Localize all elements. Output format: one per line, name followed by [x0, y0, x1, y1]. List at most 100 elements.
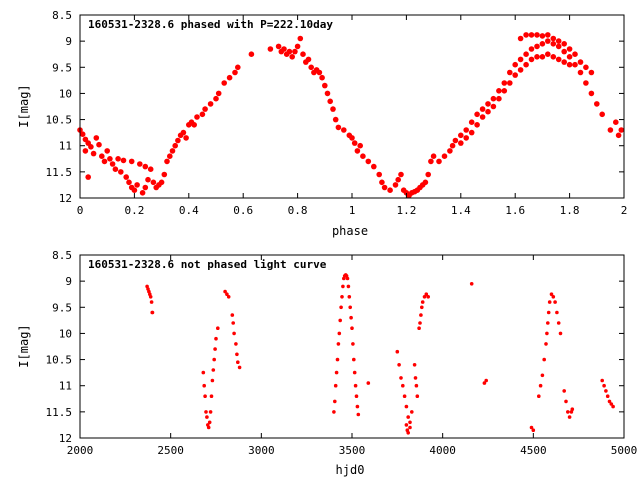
- unphased-data-point: [339, 305, 343, 310]
- unphased-data-point: [609, 402, 614, 406]
- phased-data-point: [351, 140, 358, 146]
- unphased-data-point: [415, 394, 420, 399]
- phased-data-point: [458, 132, 464, 139]
- phased-data-point: [449, 142, 456, 149]
- phased-data-point: [354, 148, 361, 154]
- phased-data-point: [539, 54, 546, 60]
- unphased-x-tick-label: 3000: [248, 444, 275, 457]
- phased-data-point: [539, 33, 546, 39]
- phased-data-point: [618, 127, 625, 133]
- phased-data-point: [501, 80, 508, 86]
- unphased-data-point: [202, 383, 206, 388]
- phased-data-point: [180, 129, 187, 136]
- phased-data-point: [561, 48, 567, 55]
- unphased-data-point: [340, 295, 344, 299]
- phased-data-point: [545, 38, 551, 44]
- phased-data-point: [235, 64, 241, 71]
- phased-y-tick-label: 9.5: [52, 61, 72, 74]
- phased-points: [77, 32, 625, 199]
- unphased-data-point: [417, 326, 421, 331]
- phased-data-point: [297, 35, 304, 42]
- phased-data-point: [496, 88, 502, 94]
- phased-data-point: [387, 187, 393, 193]
- phased-data-point: [357, 142, 364, 149]
- phased-x-tick-label: 2: [621, 204, 628, 217]
- phased-data-point: [85, 174, 91, 180]
- unphased-data-point: [412, 363, 417, 367]
- unphased-data-point: [544, 342, 548, 346]
- unphased-data-point: [354, 394, 359, 399]
- phased-data-point: [398, 171, 404, 178]
- phased-data-point: [289, 54, 296, 60]
- phased-data-point: [213, 95, 219, 102]
- phased-data-point: [109, 161, 116, 167]
- phased-y-tick-label: 9: [65, 35, 72, 48]
- phased-data-point: [613, 119, 619, 125]
- unphased-data-point: [418, 321, 422, 325]
- phased-x-tick-label: 0: [77, 204, 84, 217]
- phased-data-point: [545, 51, 551, 57]
- unphased-data-point: [206, 425, 211, 430]
- phased-data-point: [202, 106, 208, 112]
- unphased-data-point: [570, 407, 575, 412]
- unphased-data-point: [338, 318, 343, 323]
- phased-data-point: [485, 101, 491, 107]
- unphased-data-point: [348, 305, 353, 310]
- phased-data-point: [308, 64, 315, 71]
- unphased-data-point: [356, 412, 361, 417]
- phased-data-point: [534, 54, 540, 60]
- unphased-y-tick-label: 9.5: [52, 301, 72, 314]
- unphased-data-point: [232, 331, 236, 336]
- phased-data-point: [120, 157, 127, 164]
- phased-data-point: [496, 95, 502, 102]
- phased-data-point: [550, 35, 557, 42]
- phased-plot: 0 0.2 0.4 0.6 0.8 1 1.2 1.4 1.6 1.8 2 8.5 9 9.5 10 10.…: [17, 9, 627, 238]
- unphased-data-point: [602, 383, 606, 388]
- unphased-data-point: [332, 410, 336, 414]
- phased-data-point: [463, 127, 470, 133]
- phased-data-point: [534, 32, 540, 38]
- unphased-data-point: [350, 326, 354, 331]
- unphased-data-point: [352, 370, 357, 375]
- unphased-data-point: [341, 284, 345, 289]
- phased-data-point: [349, 135, 355, 141]
- phased-data-point: [137, 161, 143, 167]
- phased-data-point: [101, 158, 108, 165]
- phased-data-point: [490, 95, 497, 102]
- phased-data-point: [555, 38, 562, 44]
- phased-data-point: [142, 163, 149, 170]
- phased-data-point: [430, 153, 437, 159]
- phased-data-point: [226, 74, 233, 81]
- phased-data-point: [479, 106, 486, 112]
- phased-data-point: [545, 32, 551, 38]
- phased-data-point: [566, 61, 573, 68]
- phased-y-ticks: 8.5 9 9.5 10 10.5 11 11.5 12: [46, 9, 624, 205]
- phased-x-tick-label: 0.8: [288, 204, 308, 217]
- phased-data-point: [232, 69, 238, 76]
- phased-data-point: [422, 179, 429, 186]
- phased-data-point: [118, 169, 124, 175]
- unphased-data-point: [607, 399, 612, 404]
- phased-y-tick-label: 8.5: [52, 9, 72, 22]
- unphased-x-tick-label: 2500: [157, 444, 184, 457]
- phased-data-point: [99, 153, 105, 159]
- phased-data-point: [150, 179, 157, 186]
- phased-data-point: [322, 82, 328, 89]
- phased-data-point: [104, 148, 110, 154]
- phased-data-point: [512, 61, 518, 68]
- phased-x-tick-label: 1.2: [396, 204, 416, 217]
- unphased-data-point: [349, 315, 353, 320]
- unphased-data-point: [148, 295, 153, 299]
- unphased-data-point: [529, 425, 534, 430]
- unphased-data-point: [482, 381, 487, 385]
- phased-data-point: [550, 54, 557, 60]
- phased-data-point: [164, 158, 170, 165]
- unphased-data-point: [406, 431, 411, 435]
- phased-data-point: [115, 156, 121, 162]
- phased-data-point: [145, 176, 151, 183]
- phased-x-tick-label: 1.8: [560, 204, 580, 217]
- unphased-data-point: [542, 357, 546, 362]
- unphased-data-point: [211, 368, 216, 372]
- unphased-plot-title: 160531-2328.6 not phased light curve: [88, 258, 327, 271]
- unphased-x-tick-label: 4000: [429, 444, 456, 457]
